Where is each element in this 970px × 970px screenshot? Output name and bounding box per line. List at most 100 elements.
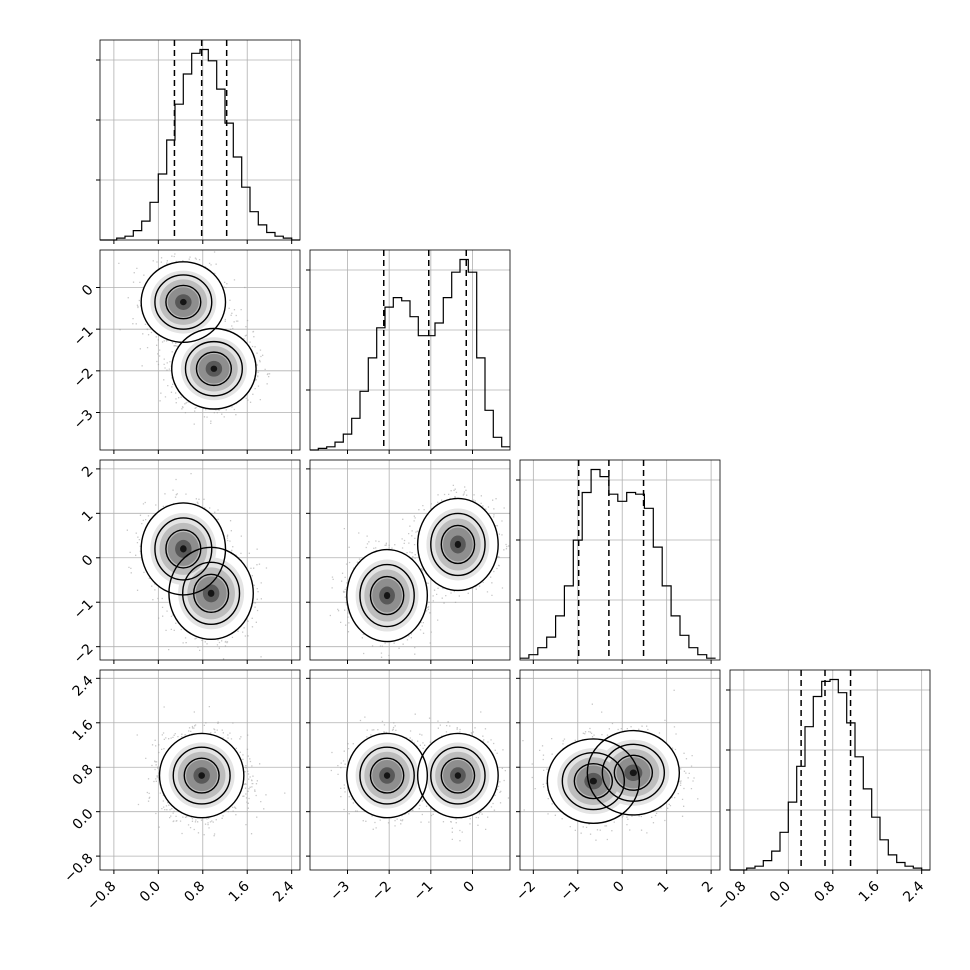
- density-level: [198, 772, 205, 779]
- x-tick-label: −3: [327, 878, 353, 904]
- contour-line: [601, 743, 666, 802]
- joint-panel-p1-p3: [309, 669, 511, 871]
- x-tick-label: 1.6: [856, 878, 883, 905]
- joint-panel-p2-p3: [519, 669, 721, 871]
- density-level: [589, 777, 597, 785]
- x-tick-label: −1: [411, 878, 437, 904]
- contour-line: [171, 327, 257, 410]
- y-tick-label: −1: [71, 324, 97, 350]
- contour-line: [195, 351, 233, 387]
- density-level: [180, 298, 187, 306]
- panel-frame: [519, 459, 721, 661]
- contour-line: [440, 757, 476, 794]
- panel-frame: [309, 249, 511, 451]
- panel-frame: [309, 669, 511, 871]
- contour-line: [430, 746, 486, 805]
- x-tick-label: 0: [461, 878, 479, 896]
- density-level: [454, 540, 462, 549]
- x-tick-label: 2.4: [900, 878, 927, 905]
- x-tick-label: −0.8: [714, 878, 749, 913]
- histogram-p2: [516, 459, 721, 661]
- x-tick-label: −0.8: [84, 878, 119, 913]
- x-tick-label: 0: [610, 878, 628, 896]
- x-tick-label: 0.8: [181, 878, 208, 905]
- contour-line: [172, 746, 231, 805]
- y-tick-label: 1.6: [70, 717, 97, 744]
- x-tick-label: 0.8: [811, 878, 838, 905]
- contour-line: [154, 274, 213, 330]
- contour-line: [546, 738, 641, 824]
- histogram-step-line: [520, 468, 716, 659]
- x-tick-label: 2.4: [270, 878, 297, 905]
- panel-frame: [99, 249, 301, 451]
- contour-line: [416, 497, 499, 592]
- contour-line: [346, 548, 429, 643]
- y-tick-label: 0: [79, 552, 97, 570]
- contour-line: [440, 524, 476, 565]
- joint-panel-p0-p1: [99, 249, 301, 451]
- contour-line: [154, 517, 213, 581]
- joint-panel-p0-p3: [99, 669, 301, 871]
- contour-line: [181, 561, 241, 626]
- y-tick-label: −0.8: [61, 850, 96, 885]
- density-level: [383, 772, 391, 779]
- contour-line: [183, 757, 220, 794]
- panel-frame: [99, 459, 301, 661]
- contour-line: [369, 757, 405, 794]
- histogram-p3: [726, 669, 931, 871]
- x-tick-label: 1: [655, 878, 673, 896]
- contour-line: [359, 563, 415, 628]
- contour-line: [359, 746, 415, 805]
- y-tick-label: 2: [79, 463, 97, 481]
- histogram-p1: [306, 249, 511, 451]
- density-level: [210, 365, 218, 372]
- contour-line: [140, 261, 227, 344]
- density-level: [383, 591, 391, 600]
- panel-frame: [309, 459, 511, 661]
- y-tick-label: 1: [79, 508, 97, 526]
- density-level: [454, 772, 462, 779]
- contour-line: [369, 575, 405, 616]
- panel-frame: [99, 669, 301, 871]
- contour-line: [573, 762, 614, 800]
- contour-line: [561, 751, 626, 811]
- y-tick-label: 0.8: [70, 762, 97, 789]
- contour-line: [192, 573, 230, 614]
- contour-line: [158, 732, 245, 819]
- y-tick-label: 0.0: [70, 806, 97, 833]
- y-tick-label: −1: [71, 597, 97, 623]
- histogram-step-line: [310, 258, 510, 451]
- histogram-step-line: [730, 678, 930, 871]
- contour-line: [613, 754, 654, 791]
- joint-panel-p1-p2: [309, 459, 511, 661]
- panel-frame: [519, 669, 721, 871]
- histogram-p0: [96, 39, 301, 241]
- x-tick-label: −2: [513, 878, 539, 904]
- contour-line: [430, 512, 486, 577]
- x-tick-label: 0.0: [137, 878, 164, 905]
- histogram-step-line: [100, 48, 300, 241]
- density-level: [207, 589, 215, 597]
- joint-panel-p0-p2: [99, 459, 301, 661]
- y-tick-label: −3: [71, 407, 97, 433]
- contour-line: [346, 732, 429, 819]
- x-tick-label: 2: [699, 878, 717, 896]
- y-tick-label: −2: [71, 365, 97, 391]
- x-tick-label: −2: [369, 878, 395, 904]
- y-tick-label: 0: [79, 282, 97, 300]
- contour-line: [416, 732, 499, 819]
- contour-line: [165, 284, 202, 320]
- contour-line: [184, 340, 244, 397]
- panel-frame: [99, 39, 301, 241]
- contour-line: [586, 729, 681, 816]
- y-tick-label: −2: [71, 641, 97, 667]
- contour-line: [165, 529, 202, 569]
- y-tick-label: 2.4: [70, 673, 97, 700]
- density-level: [180, 545, 187, 553]
- x-tick-label: −1: [558, 878, 584, 904]
- x-tick-label: 0.0: [767, 878, 794, 905]
- x-tick-label: 1.6: [226, 878, 253, 905]
- panel-frame: [729, 669, 931, 871]
